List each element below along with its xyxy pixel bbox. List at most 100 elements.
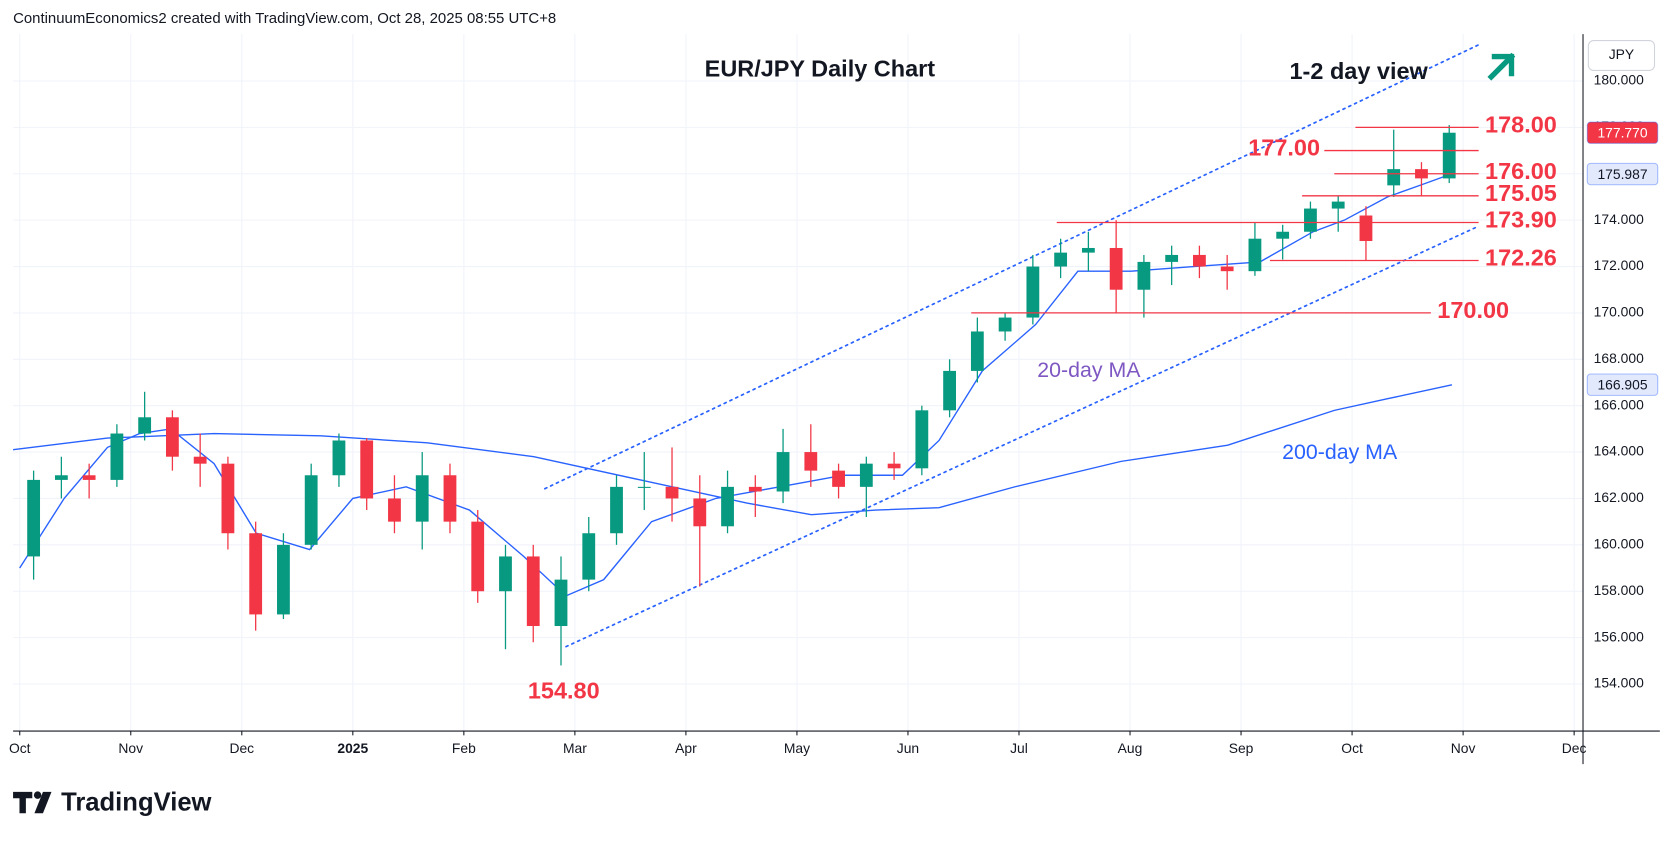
candle-body (748, 486, 762, 492)
price-tag (1586, 121, 1659, 144)
marks (12, 43, 1480, 666)
candle-body (193, 456, 207, 464)
chart-subtitle: 1-2 day view (1290, 58, 1429, 84)
candle-body (249, 533, 263, 615)
attribution: ContinuumEconomics2 created with Trading… (13, 10, 556, 27)
candle-body (1359, 215, 1373, 242)
candle-body (1331, 201, 1345, 209)
x-tick-label: Jul (1010, 740, 1028, 756)
price-tag-label: 177.770 (1597, 124, 1647, 140)
x-tick-label: Feb (452, 740, 476, 756)
candle-body (360, 440, 374, 499)
channel-line (565, 225, 1480, 648)
candle-body (887, 463, 901, 469)
level-label: 170.00 (1437, 297, 1509, 323)
candle-body (1248, 238, 1262, 272)
candle-body (221, 463, 235, 534)
y-tick-label: 162.000 (1594, 489, 1644, 505)
x-tick-label: May (784, 740, 810, 756)
low-label: 154.80 (528, 677, 600, 703)
level-label: 172.26 (1485, 245, 1557, 271)
x-tick-label: Apr (675, 740, 697, 756)
series-label: 200-day MA (1282, 440, 1398, 464)
currency[interactable]: JPY (1609, 46, 1634, 62)
price-tag-label: 175.987 (1597, 166, 1647, 182)
candle-body (82, 475, 96, 480)
x-tick-label: Nov (118, 740, 143, 756)
up-arrow-icon (1487, 52, 1516, 81)
candle-body (165, 417, 179, 457)
candle-body (776, 452, 790, 492)
candle-body (388, 498, 401, 522)
level-label: 175.05 (1485, 180, 1557, 206)
x-tick-label: Dec (229, 740, 254, 756)
candle-body (332, 440, 346, 476)
candle-body (1220, 266, 1234, 272)
candle-body (1304, 208, 1317, 232)
candle-body (138, 417, 152, 434)
level-label: 177.00 (1248, 135, 1320, 161)
candle-body (1054, 252, 1068, 267)
y-tick-label: 168.000 (1594, 350, 1644, 366)
candle-body (610, 486, 623, 534)
candle-body (832, 470, 845, 487)
y-tick-label: 170.000 (1594, 304, 1644, 320)
level-label: 176.00 (1485, 158, 1557, 184)
candle-body (859, 463, 873, 487)
x-tick-label: Oct (1341, 740, 1363, 756)
candle-body (693, 498, 707, 527)
candle-body (637, 486, 651, 488)
candle-body (1081, 247, 1095, 253)
overlay: 154.000 156.000 158.000 160.000 162.000 164.0… (9, 72, 1659, 756)
candle-body (665, 486, 679, 499)
candle-body (415, 475, 429, 522)
price-tag (1586, 162, 1659, 186)
moving-average-line (12, 384, 1453, 516)
tradingview-logo: TradingView (13, 788, 212, 816)
level-label: 173.90 (1485, 207, 1557, 233)
price-tag-label: 166.905 (1597, 376, 1647, 392)
y-tick-label: 172.000 (1594, 257, 1644, 273)
candle-body (27, 479, 41, 557)
candle-body (471, 521, 485, 592)
x-tick-label: 2025 (337, 740, 368, 756)
moving-average-line (19, 173, 1453, 597)
grid (13, 34, 1584, 732)
candle-body (1193, 254, 1206, 267)
candle-body (526, 556, 540, 627)
candle-body (1109, 247, 1123, 290)
y-tick-label: 158.000 (1594, 582, 1644, 598)
candle-body (998, 317, 1012, 332)
chart-title: EUR/JPY Daily Chart (705, 56, 936, 82)
channel-line (544, 43, 1480, 490)
brand: TradingView (61, 788, 211, 816)
candle-body (554, 579, 568, 627)
level-label: 178.00 (1485, 112, 1557, 138)
candle-body (1387, 169, 1401, 186)
candle-body (1026, 266, 1040, 318)
x-tick-label: Sep (1229, 740, 1254, 756)
candle-body (277, 544, 290, 615)
candle-body (54, 475, 68, 480)
y-tick-label: 160.000 (1594, 535, 1644, 551)
x-tick-label: Oct (9, 740, 31, 756)
candle-body (1165, 254, 1179, 262)
candle-body (582, 533, 596, 580)
x-tick-label: Jun (897, 740, 919, 756)
series-label: 20-day MA (1037, 358, 1141, 382)
x-tick-label: Dec (1562, 740, 1587, 756)
candle-body (1276, 231, 1290, 239)
x-tick-label: Aug (1118, 740, 1143, 756)
currency-box[interactable] (1587, 40, 1656, 71)
candle-body (1137, 261, 1151, 290)
candle-body (804, 452, 818, 471)
candle-body (110, 433, 124, 480)
candle-body (443, 475, 457, 522)
y-tick-label: 156.000 (1594, 628, 1644, 644)
candle-body (915, 410, 929, 469)
candle-body (970, 331, 984, 371)
x-tick-label: Mar (563, 740, 587, 756)
